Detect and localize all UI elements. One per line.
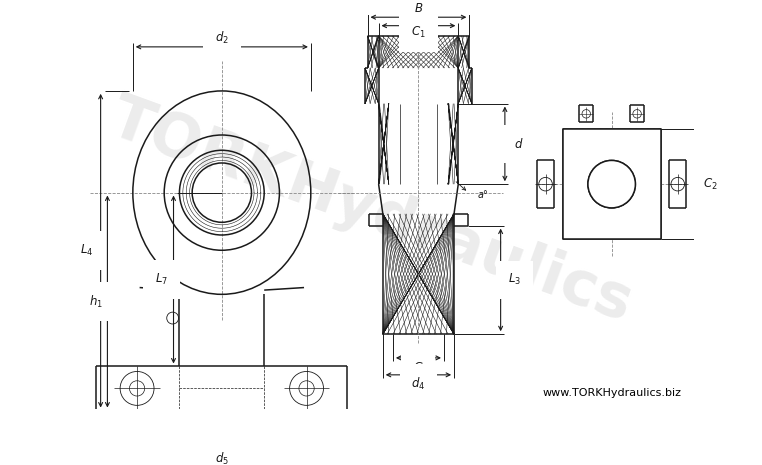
Text: $C_2$: $C_2$ xyxy=(703,177,717,192)
Text: $C_1$: $C_1$ xyxy=(411,25,426,40)
Text: $a°$: $a°$ xyxy=(477,188,488,200)
Text: www.TORKHydraulics.biz: www.TORKHydraulics.biz xyxy=(543,388,682,399)
Text: $d$: $d$ xyxy=(514,137,523,151)
Text: $d_5$: $d_5$ xyxy=(215,451,229,465)
Text: $h_1$: $h_1$ xyxy=(88,293,103,310)
Text: $d_4$: $d_4$ xyxy=(411,376,425,392)
Circle shape xyxy=(588,160,636,208)
Bar xyxy=(562,129,661,239)
Text: $B$: $B$ xyxy=(414,2,423,15)
Text: TORKHydraulics: TORKHydraulics xyxy=(101,90,641,334)
Text: $d_2$: $d_2$ xyxy=(215,30,229,46)
Text: $L_7$: $L_7$ xyxy=(155,272,168,287)
Text: $G$: $G$ xyxy=(413,361,424,374)
Text: $L_4$: $L_4$ xyxy=(81,243,94,258)
Text: $L_3$: $L_3$ xyxy=(507,272,520,287)
